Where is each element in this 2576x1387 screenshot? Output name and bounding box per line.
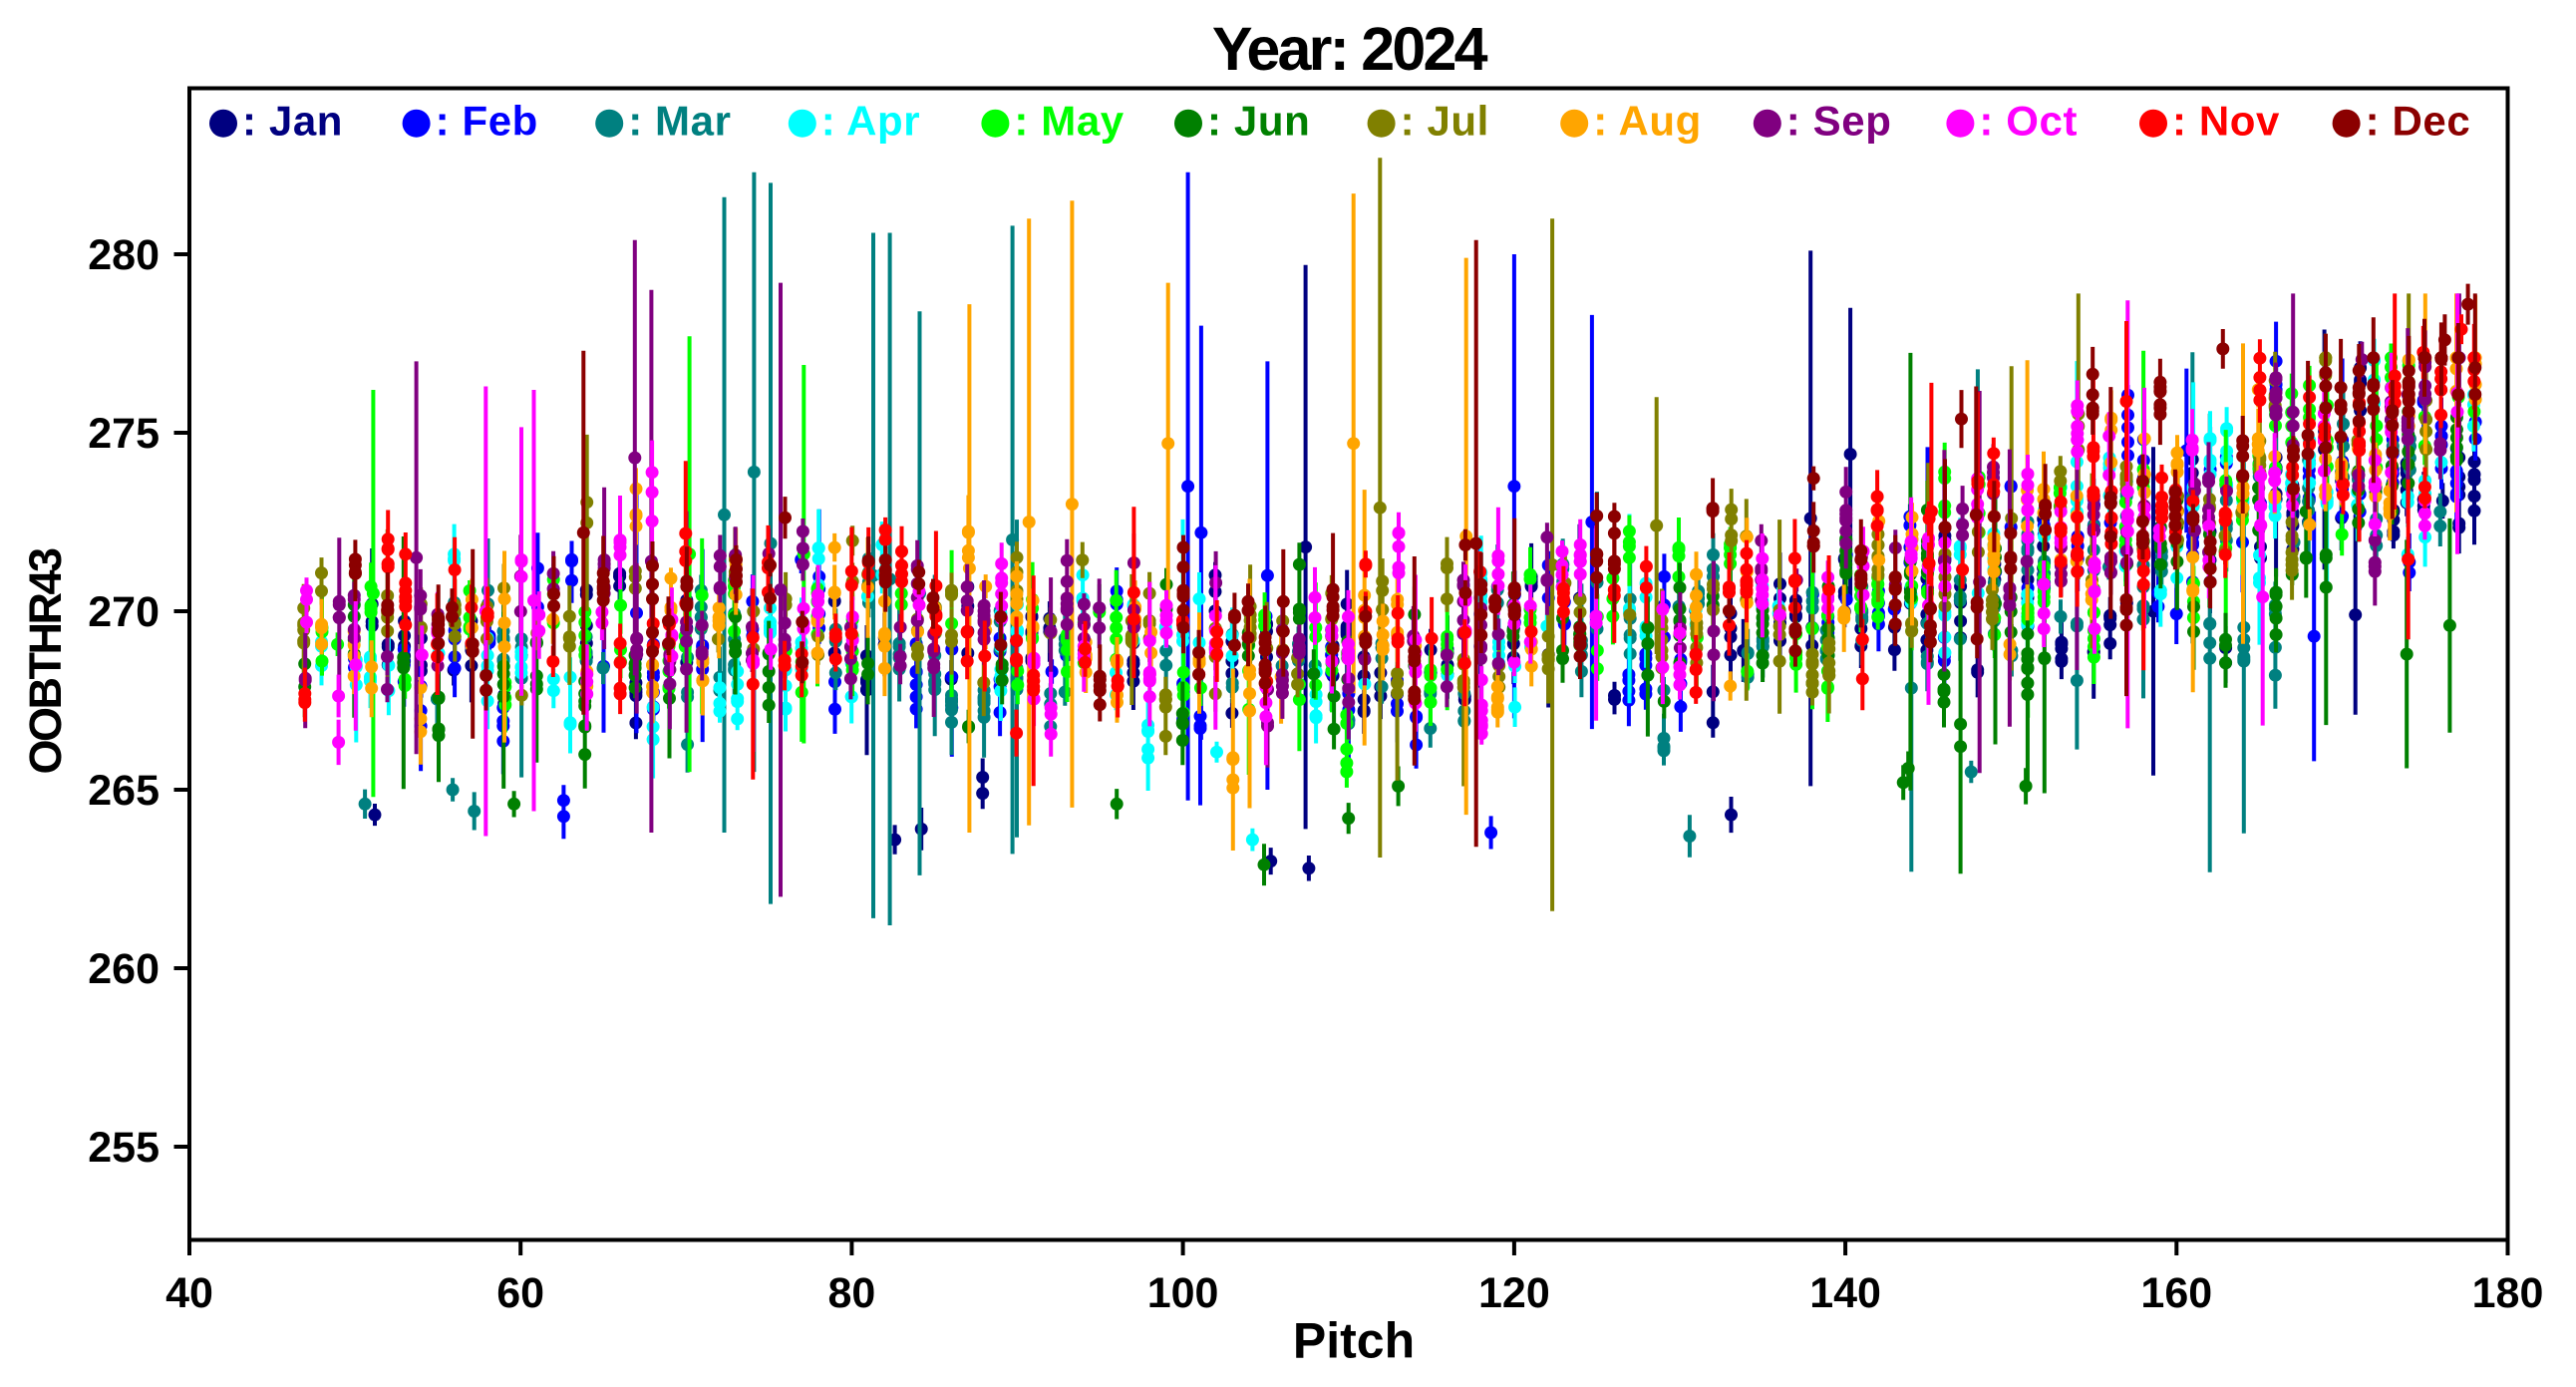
svg-text:: Aug: : Aug	[1593, 98, 1702, 145]
svg-text:: Oct: : Oct	[1979, 98, 2078, 145]
svg-text:: Jan: : Jan	[242, 98, 343, 145]
svg-text:: Nov: : Nov	[2172, 98, 2280, 145]
svg-text:270: 270	[88, 588, 160, 636]
svg-text:: May: : May	[1014, 98, 1124, 145]
svg-text:: Dec: : Dec	[2366, 98, 2471, 145]
svg-text:Pitch: Pitch	[1293, 1313, 1415, 1369]
svg-text:120: 120	[1478, 1269, 1550, 1317]
svg-text:: Mar: : Mar	[628, 98, 731, 145]
svg-text:140: 140	[1809, 1269, 1881, 1317]
svg-text:80: 80	[827, 1269, 875, 1317]
svg-text:275: 275	[88, 410, 160, 458]
svg-text:265: 265	[88, 767, 160, 815]
svg-text:260: 260	[88, 945, 160, 993]
svg-text:180: 180	[2472, 1269, 2544, 1317]
svg-text:Year: 2024: Year: 2024	[1212, 15, 1488, 83]
svg-text:255: 255	[88, 1124, 160, 1172]
svg-text:: Jun: : Jun	[1207, 98, 1310, 145]
svg-text:: Apr: : Apr	[821, 98, 920, 145]
svg-text:: Jul: : Jul	[1401, 98, 1489, 145]
svg-text:100: 100	[1147, 1269, 1219, 1317]
svg-text:280: 280	[88, 231, 160, 279]
svg-text:: Sep: : Sep	[1786, 98, 1892, 145]
svg-text:160: 160	[2140, 1269, 2212, 1317]
svg-text:40: 40	[165, 1269, 213, 1317]
svg-text:OOBTHR43: OOBTHR43	[20, 548, 71, 775]
svg-text:60: 60	[496, 1269, 544, 1317]
svg-text:: Feb: : Feb	[436, 98, 538, 145]
